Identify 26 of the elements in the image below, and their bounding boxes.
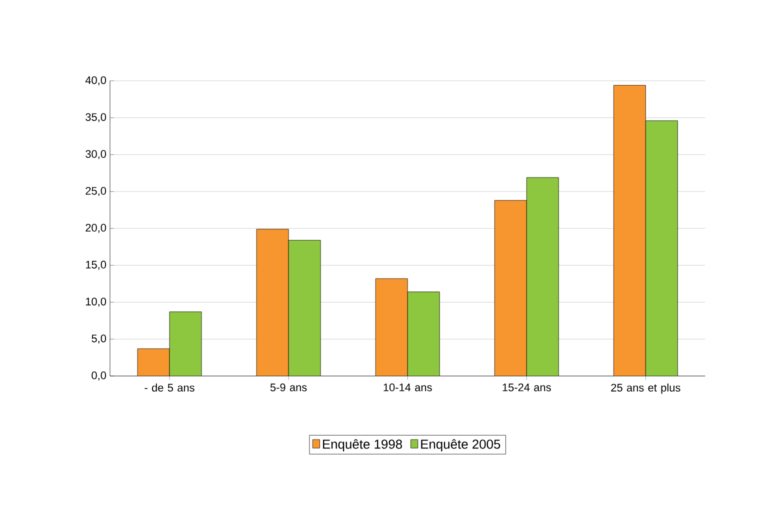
x-tick-label: 15-24 ans	[502, 384, 551, 392]
bar	[613, 85, 646, 376]
bar	[494, 200, 527, 376]
x-tick-label: 5-9 ans	[270, 384, 307, 392]
bar	[526, 178, 559, 376]
y-tick-label: 35,0	[86, 113, 106, 122]
bar	[408, 292, 440, 376]
legend-label: Enquête 1998	[322, 439, 402, 452]
bar	[138, 348, 170, 376]
y-tick-label: 10,0	[86, 298, 106, 307]
y-tick-label: 15,0	[86, 260, 106, 270]
bar	[645, 120, 678, 376]
y-tick-label: 5,0	[92, 334, 106, 344]
y-tick-label: 20,0	[86, 224, 106, 233]
y-tick-label: 30,0	[86, 150, 106, 160]
y-tick-label: 0,0	[92, 371, 106, 381]
y-tick-label: 25,0	[86, 187, 106, 196]
x-tick-label: - de 5 ans	[144, 384, 194, 392]
bar	[170, 312, 202, 376]
legend-label: Enquête 2005	[421, 439, 500, 452]
bar	[288, 240, 321, 376]
y-tick-label: 40,0	[85, 76, 106, 86]
bar	[376, 278, 408, 376]
x-tick-label: 25 ans et plus	[611, 384, 680, 394]
bar	[256, 229, 289, 376]
x-tick-label: 10-14 ans	[384, 384, 432, 392]
